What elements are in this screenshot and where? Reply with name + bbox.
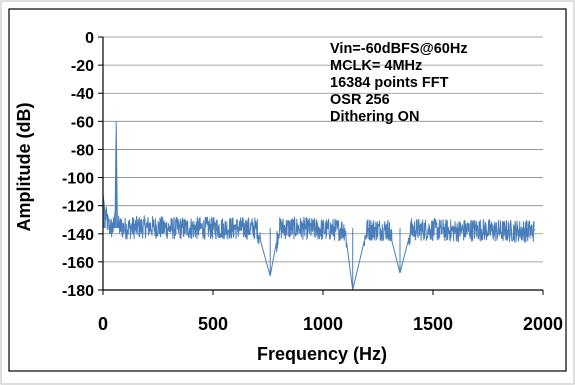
x-tick-label: 0 [98,314,108,334]
annotation-line: Vin=-60dBFS@60Hz [330,41,468,57]
series-group [102,121,535,291]
y-tick-label: -60 [71,114,94,131]
annotation-line: 16384 points FFT [330,75,449,91]
x-tick-label: 1500 [413,314,453,334]
y-tick-label: -160 [62,255,94,272]
annotation-line: MCLK= 4MHz [330,58,422,74]
x-axis-label: Frequency (Hz) [257,344,387,364]
y-tick-label: -80 [71,142,94,159]
y-tick-label: -40 [71,86,94,103]
y-tick-labels: 0 -20 -40 -60 -80 -100 -120 -140 -160 -180 [62,30,94,300]
x-tick-labels: 0 500 1000 1500 2000 [98,314,563,334]
x-tick-label: 1000 [303,314,343,334]
series-line [102,121,535,291]
y-tick-label: 0 [85,30,94,47]
chart-border [8,8,567,372]
y-tick-label: -100 [62,171,94,188]
annotation-line: Dithering ON [330,109,419,125]
x-tick-label: 500 [198,314,228,334]
x-tick-label: 2000 [523,314,563,334]
y-tick-label: -180 [62,283,94,300]
y-tick-label: -140 [62,227,94,244]
y-tick-label: -120 [62,199,94,216]
axes [102,37,543,291]
y-tick-label: -20 [71,58,94,75]
y-axis-label: Amplitude (dB) [14,103,34,232]
annotation-line: OSR 256 [330,92,390,108]
